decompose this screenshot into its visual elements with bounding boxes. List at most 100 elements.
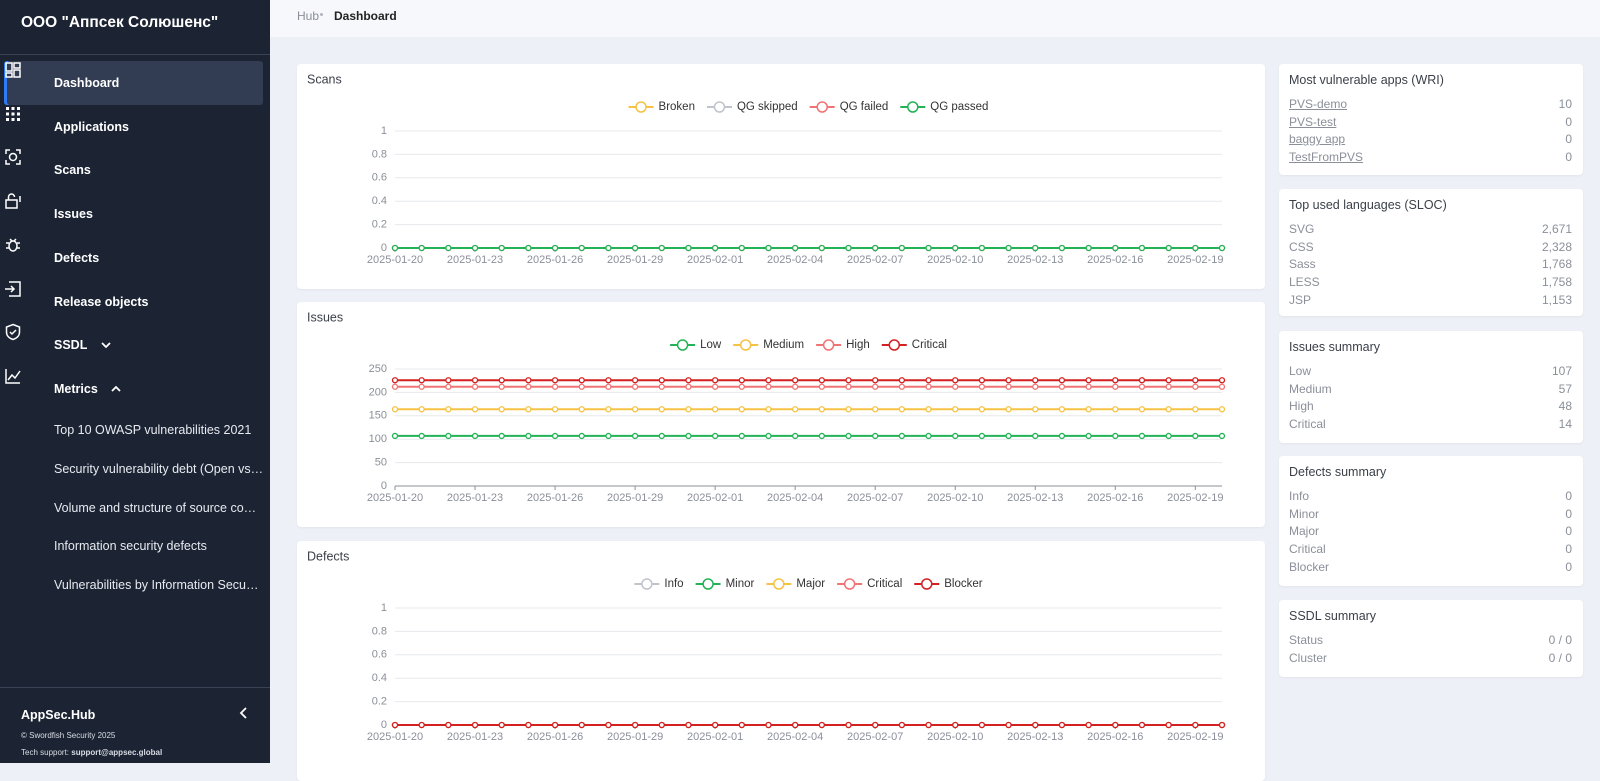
app-link[interactable]: PVS-demo (1289, 97, 1348, 111)
sub-nav-item[interactable]: Vulnerabilities by Information Secu… (54, 578, 259, 593)
nav-item[interactable]: Metrics (4, 367, 263, 411)
data-point (845, 377, 852, 384)
row-label: SVG (1289, 222, 1315, 236)
legend-item[interactable]: Medium (733, 339, 804, 351)
data-point (978, 432, 986, 440)
data-point (898, 383, 906, 390)
data-point (1005, 383, 1012, 390)
y-tick-label: 100 (369, 433, 387, 445)
data-point (631, 432, 639, 440)
nav-item[interactable]: Applications (4, 105, 263, 149)
row-value: 0 / 0 (1548, 650, 1572, 665)
sub-nav-item[interactable]: Top 10 OWASP vulnerabilities 2021 (54, 423, 252, 437)
chart-title: Scans (307, 72, 342, 86)
data-point (658, 432, 665, 440)
collapse-button[interactable] (237, 706, 251, 720)
data-point (391, 406, 399, 413)
data-point (1112, 721, 1119, 729)
x-tick-label: 2025-02-13 (1007, 731, 1063, 743)
data-point (952, 383, 959, 390)
row-label: Medium (1289, 381, 1332, 396)
card-title: Most vulnerable apps (WRI) (1289, 73, 1444, 87)
legend-marker (816, 101, 828, 113)
data-point (1218, 432, 1226, 440)
data-point (1058, 406, 1066, 413)
nav-item[interactable]: Scans (4, 148, 263, 192)
nav-item[interactable]: Dashboard (4, 61, 263, 105)
breadcrumb-item[interactable]: Hub (297, 9, 320, 23)
legend-item[interactable]: Minor (695, 578, 755, 590)
legend-item[interactable]: Info (634, 578, 684, 590)
data-point (818, 721, 825, 729)
legend-item[interactable]: QG passed (900, 101, 988, 113)
x-tick-label: 2025-01-23 (447, 254, 503, 266)
data-point (1192, 383, 1199, 390)
legend-item[interactable]: High (816, 339, 870, 351)
x-tick-label: 2025-01-20 (367, 492, 423, 504)
divider (0, 54, 270, 55)
data-point (1085, 377, 1092, 384)
data-point (738, 377, 745, 384)
data-point (471, 383, 479, 390)
data-point (818, 406, 825, 413)
copyright: © Swordfish Security 2025 (21, 731, 116, 740)
row-value: 48 (1558, 399, 1572, 414)
legend-item[interactable]: QG failed (809, 101, 889, 113)
data-point (978, 383, 986, 390)
nav-item[interactable]: SSDL (4, 323, 263, 367)
y-tick-label: 0.4 (372, 195, 387, 207)
legend-item[interactable]: Low (670, 339, 722, 351)
y-tick-label: 150 (369, 410, 387, 422)
data-point (1165, 406, 1172, 413)
legend-item[interactable]: Broken (628, 101, 695, 113)
nav-icon (5, 62, 21, 78)
nav-label: Release objects (54, 294, 149, 309)
legend-item[interactable]: Blocker (914, 578, 983, 590)
data-point (525, 721, 532, 729)
data-point (551, 377, 559, 384)
data-point (471, 432, 479, 440)
chart-title: Issues (307, 310, 343, 324)
legend-item[interactable]: QG skipped (706, 101, 798, 113)
nav-icon (5, 193, 21, 209)
y-tick-label: 1 (381, 602, 387, 614)
data-point (605, 383, 612, 390)
row-value: 2,328 (1541, 239, 1572, 254)
row-value: 107 (1551, 364, 1572, 378)
nav-item[interactable]: Issues (4, 192, 263, 236)
data-point (1218, 406, 1226, 413)
x-tick-label: 2025-02-16 (1087, 254, 1143, 266)
x-tick-label: 2025-02-04 (767, 492, 823, 504)
row-label: Cluster (1289, 650, 1328, 665)
legend-item[interactable]: Critical (837, 578, 902, 590)
sub-nav-item[interactable]: Information security defects (54, 539, 207, 554)
data-point (1058, 244, 1066, 252)
divider (0, 687, 270, 688)
breadcrumb-separator (320, 13, 323, 16)
data-point (605, 377, 612, 384)
data-point (952, 406, 959, 413)
nav-item[interactable]: Release objects (4, 280, 263, 324)
app-link[interactable]: TestFromPVS (1289, 150, 1364, 165)
data-point (498, 244, 505, 252)
support-email[interactable]: support@appsec.global (71, 748, 163, 757)
data-point (738, 383, 745, 390)
row-value: 0 (1565, 542, 1572, 557)
data-point (445, 721, 452, 729)
data-point (872, 383, 879, 390)
data-point (551, 383, 559, 390)
data-point (685, 244, 692, 252)
sub-nav-item[interactable]: Volume and structure of source co… (54, 500, 257, 515)
sub-nav-item[interactable]: Security vulnerability debt (Open vs… (54, 461, 264, 476)
nav-item[interactable]: Defects (4, 236, 263, 280)
data-point (1085, 721, 1092, 729)
app-link[interactable]: baggy app (1289, 132, 1346, 147)
legend-item[interactable]: Critical (881, 339, 947, 351)
data-point (738, 432, 745, 440)
data-point (605, 432, 612, 440)
data-point (1058, 377, 1066, 384)
data-point (818, 383, 825, 390)
app-link[interactable]: PVS-test (1289, 114, 1337, 129)
legend-item[interactable]: Major (766, 578, 825, 590)
x-tick-label: 2025-02-19 (1167, 254, 1223, 266)
